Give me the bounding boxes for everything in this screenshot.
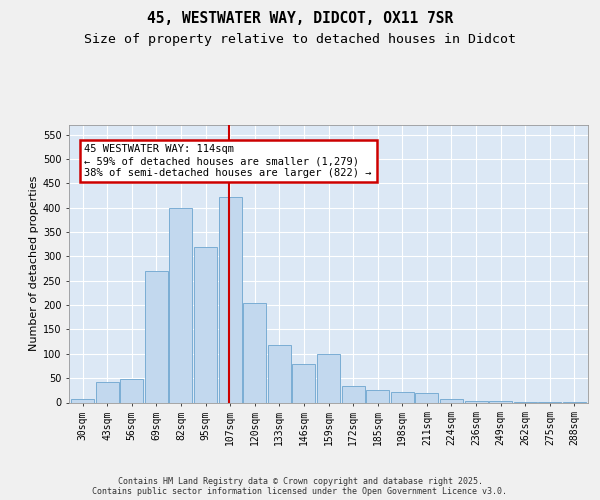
Text: 45 WESTWATER WAY: 114sqm
← 59% of detached houses are smaller (1,279)
38% of sem: 45 WESTWATER WAY: 114sqm ← 59% of detach… [85,144,372,178]
Bar [145,271,168,402]
Bar [489,400,512,402]
Bar [440,398,463,402]
Y-axis label: Number of detached properties: Number of detached properties [29,176,38,352]
Bar [71,398,94,402]
Bar [218,197,242,402]
Bar [243,302,266,402]
Bar [464,400,488,402]
Bar [415,393,439,402]
Bar [120,379,143,402]
Bar [292,364,316,403]
Bar [391,392,414,402]
Bar [169,208,193,402]
Bar [268,345,291,403]
Bar [95,382,119,402]
Text: 45, WESTWATER WAY, DIDCOT, OX11 7SR: 45, WESTWATER WAY, DIDCOT, OX11 7SR [147,11,453,26]
Bar [341,386,365,402]
Bar [317,354,340,403]
Text: Contains HM Land Registry data © Crown copyright and database right 2025.
Contai: Contains HM Land Registry data © Crown c… [92,476,508,496]
Text: Size of property relative to detached houses in Didcot: Size of property relative to detached ho… [84,32,516,46]
Bar [194,246,217,402]
Bar [366,390,389,402]
